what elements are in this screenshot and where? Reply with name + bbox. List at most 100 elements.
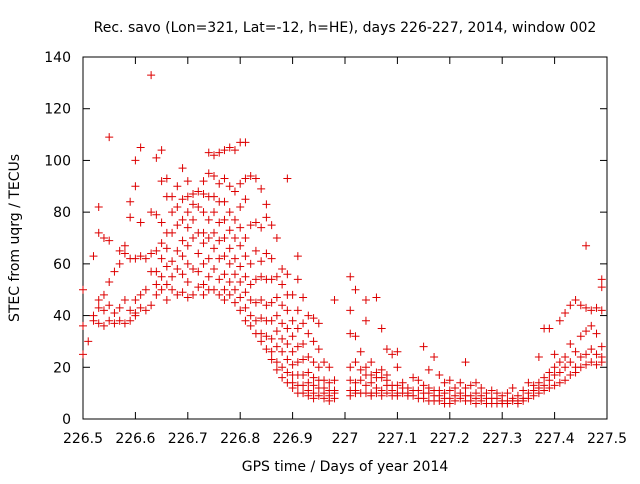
data-point	[230, 298, 239, 307]
data-point	[388, 350, 397, 359]
data-point	[451, 396, 460, 405]
data-point	[115, 259, 124, 268]
data-point	[409, 391, 418, 400]
data-point	[99, 290, 108, 299]
data-point	[566, 358, 575, 367]
data-point	[183, 192, 192, 201]
data-point	[283, 270, 292, 279]
data-point	[288, 290, 297, 299]
data-point	[550, 350, 559, 359]
data-point	[293, 358, 302, 367]
y-tick-label: 60	[53, 257, 71, 273]
data-point	[393, 363, 402, 372]
data-point	[555, 378, 564, 387]
data-point	[346, 272, 355, 281]
data-point	[566, 340, 575, 349]
data-point	[246, 221, 255, 230]
data-point	[262, 249, 271, 258]
data-point	[152, 290, 161, 299]
data-point	[246, 171, 255, 180]
data-point	[309, 373, 318, 382]
data-point	[126, 213, 135, 222]
data-point	[293, 342, 302, 351]
data-point	[225, 182, 234, 191]
data-point	[346, 391, 355, 400]
data-point	[272, 365, 281, 374]
data-point	[283, 340, 292, 349]
data-point	[351, 378, 360, 387]
data-point	[262, 332, 271, 341]
data-point	[293, 306, 302, 315]
data-point	[94, 228, 103, 237]
data-point	[105, 301, 114, 310]
data-point	[189, 234, 198, 242]
data-point	[257, 184, 266, 193]
data-point	[94, 296, 103, 305]
data-point	[293, 324, 302, 333]
x-axis-label: GPS time / Days of year 2014	[242, 459, 449, 475]
data-point	[178, 195, 187, 204]
data-point	[168, 257, 177, 266]
data-point	[225, 208, 234, 217]
data-point	[435, 371, 444, 380]
data-point	[89, 252, 98, 261]
data-point	[278, 363, 287, 372]
data-point	[157, 285, 166, 294]
data-point	[178, 288, 187, 297]
data-point	[367, 371, 376, 380]
data-point	[571, 296, 580, 305]
data-point	[183, 241, 192, 250]
data-point	[361, 296, 370, 305]
data-point	[215, 254, 224, 263]
data-point	[377, 373, 386, 382]
data-point	[173, 221, 182, 230]
data-point	[183, 223, 192, 232]
data-point	[157, 272, 166, 281]
data-point	[267, 254, 276, 263]
data-point	[545, 376, 554, 385]
data-point	[230, 146, 239, 155]
x-tick-label: 227.2	[430, 431, 470, 447]
data-point	[220, 174, 229, 183]
data-point	[299, 319, 308, 328]
data-point	[189, 190, 198, 199]
data-point	[136, 143, 145, 152]
data-point	[272, 234, 281, 242]
data-point	[246, 259, 255, 268]
data-point	[272, 342, 281, 351]
data-point	[183, 177, 192, 186]
data-point	[304, 368, 313, 377]
data-point	[534, 352, 543, 361]
data-point	[430, 352, 439, 361]
data-point	[120, 296, 129, 305]
data-point	[220, 215, 229, 224]
data-point	[361, 316, 370, 325]
data-point	[414, 376, 423, 385]
data-point	[445, 399, 454, 408]
data-point	[272, 311, 281, 320]
data-point	[230, 215, 239, 224]
y-tick-label: 0	[62, 412, 71, 428]
data-point	[278, 319, 287, 328]
data-point	[110, 308, 119, 317]
y-tick-label: 40	[53, 309, 71, 325]
data-point	[466, 396, 475, 405]
data-point	[419, 381, 428, 390]
data-point	[105, 277, 114, 286]
data-point	[582, 303, 591, 312]
data-point	[236, 262, 245, 271]
data-point	[141, 254, 150, 263]
data-point	[299, 371, 308, 380]
data-point	[309, 358, 318, 367]
data-point	[110, 267, 119, 276]
data-point	[534, 389, 543, 398]
data-point	[309, 394, 318, 403]
data-point	[314, 345, 323, 354]
data-point	[377, 365, 386, 374]
data-point	[162, 262, 171, 271]
data-point	[84, 337, 93, 346]
data-point	[325, 396, 334, 405]
data-point	[162, 174, 171, 183]
axis-ticks: 226.5 226.6 226.7 226.8 226.9 227 227.1 227.2 22…	[44, 50, 627, 447]
